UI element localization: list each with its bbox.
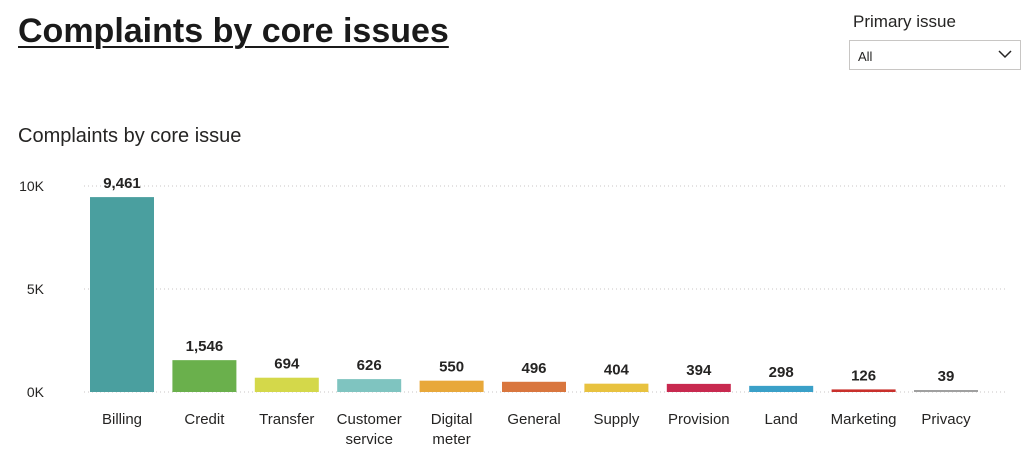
x-category-label: Billing xyxy=(102,411,142,428)
x-category-label: Marketing xyxy=(831,411,897,428)
x-category-label: Transfer xyxy=(259,411,314,428)
data-label: 9,461 xyxy=(103,175,141,192)
x-category-label: Credit xyxy=(184,411,225,428)
data-label: 404 xyxy=(604,362,630,379)
primary-issue-slicer: Primary issue All xyxy=(849,12,1024,70)
x-category-label: Digital meter xyxy=(431,411,473,448)
primary-issue-dropdown[interactable]: All xyxy=(849,40,1021,70)
chart-title: Complaints by core issue xyxy=(18,125,242,147)
bar[interactable] xyxy=(749,385,814,392)
bar[interactable] xyxy=(172,360,237,392)
bar[interactable] xyxy=(337,379,402,392)
data-label: 496 xyxy=(521,360,546,377)
data-label: 626 xyxy=(357,357,382,374)
bar[interactable] xyxy=(831,389,896,392)
bar[interactable] xyxy=(502,381,566,392)
data-label: 550 xyxy=(439,359,464,376)
slicer-selected-value: All xyxy=(858,49,873,64)
x-category-label: General xyxy=(507,411,560,428)
x-category-label: Provision xyxy=(668,411,730,428)
y-tick-label: 10K xyxy=(19,178,45,194)
slicer-title: Primary issue xyxy=(853,12,956,31)
bar[interactable] xyxy=(419,380,484,392)
data-label: 298 xyxy=(769,364,794,381)
bar[interactable] xyxy=(584,383,649,392)
x-category-label: Privacy xyxy=(921,411,971,428)
data-label: 394 xyxy=(686,362,712,379)
bar[interactable] xyxy=(914,390,978,392)
chevron-down-icon xyxy=(998,50,1012,59)
bar[interactable] xyxy=(90,197,154,392)
bar[interactable] xyxy=(254,377,319,392)
x-category-label: Supply xyxy=(593,411,639,428)
x-category-label: Land xyxy=(765,411,798,428)
x-category-label: Customer service xyxy=(337,411,402,448)
bar[interactable] xyxy=(666,383,731,392)
y-tick-label: 0K xyxy=(27,384,45,400)
data-label: 694 xyxy=(274,356,300,373)
page-title: Complaints by core issues xyxy=(18,12,449,50)
data-label: 1,546 xyxy=(186,338,224,355)
data-label: 126 xyxy=(851,367,876,384)
y-tick-label: 5K xyxy=(27,281,45,297)
data-label: 39 xyxy=(938,368,955,385)
